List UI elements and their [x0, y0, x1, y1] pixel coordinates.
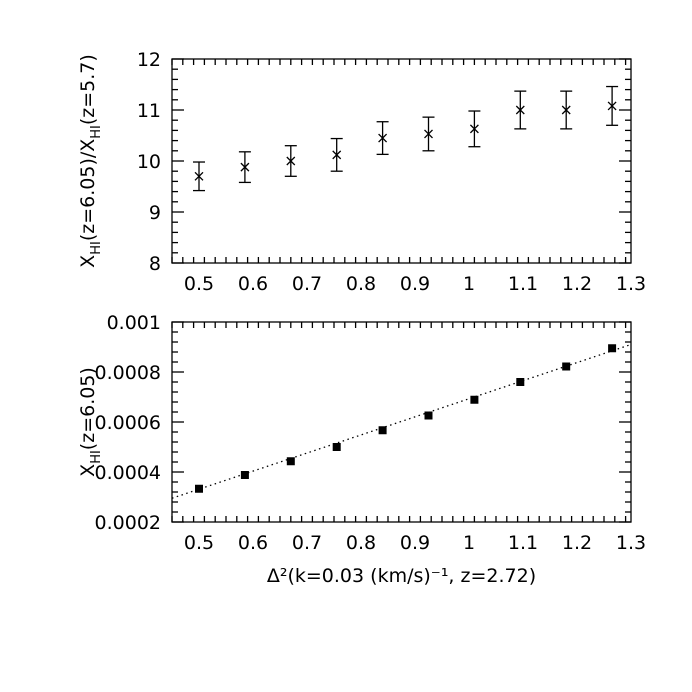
data-point [562, 362, 571, 371]
data-point [378, 133, 388, 143]
data-point [608, 344, 617, 353]
y-tick-label: 9 [149, 202, 161, 224]
x-tick-label: 1.3 [616, 273, 646, 295]
data-point [240, 162, 250, 172]
x-axis-label: Δ²(k=0.03 (km/s)⁻¹, z=2.72) [267, 565, 536, 587]
data-point [561, 105, 571, 115]
y-axis-label: XHI(z=6.05) [77, 367, 104, 477]
x-tick-label: 0.5 [184, 273, 214, 295]
data-point [424, 411, 433, 420]
data-point [516, 378, 525, 386]
data-point [378, 426, 387, 435]
data-point [286, 156, 296, 166]
bottom-panel: 0.5 0.6 0.7 0.8 0.9 1 1.1 1.2 1.3 0.0002 0.0004 0.0… [77, 312, 646, 587]
x-tick-label: 1.3 [616, 532, 646, 554]
x-tick-label: 0.9 [400, 532, 430, 554]
y-tick-label: 0.001 [107, 312, 161, 334]
x-tick-label: 1.2 [562, 273, 592, 295]
x-tick-label: 0.9 [400, 273, 430, 295]
x-tick-label: 0.7 [292, 273, 322, 295]
x-tick-label: 1 [463, 273, 475, 295]
data-point [424, 129, 433, 139]
plot-frame [171, 321, 632, 523]
data-point [469, 124, 479, 134]
y-tick-label: 12 [137, 49, 161, 71]
y-tick-label: 8 [149, 253, 161, 275]
y-tick-label: 10 [137, 151, 161, 173]
x-tick-label: 1.1 [508, 532, 538, 554]
y-tick-label: 0.0008 [95, 362, 161, 384]
x-tick-label: 0.8 [346, 273, 376, 295]
x-tick-label: 1 [463, 532, 475, 554]
data-point [607, 101, 617, 111]
top-panel: 0.5 0.6 0.7 0.8 0.9 1 1.1 1.2 1.3 8 9 10 11 12 XHI(z=6… [77, 49, 646, 295]
y-tick-label: 0.0004 [95, 462, 161, 484]
fit-line [171, 343, 632, 499]
data-point [195, 484, 203, 493]
y-axis-label: XHI(z=6.05)/XHI(z=5.7) [77, 54, 104, 268]
x-tick-label: 1.1 [508, 273, 538, 295]
data-point [240, 471, 249, 479]
x-tick-label: 0.8 [346, 532, 376, 554]
x-tick-label: 0.5 [184, 532, 214, 554]
data-point [332, 443, 341, 451]
y-tick-label: 0.0002 [95, 512, 161, 534]
data-point [515, 105, 525, 115]
data-point [194, 171, 204, 181]
x-tick-label: 0.6 [238, 532, 268, 554]
data-point [332, 150, 342, 160]
x-tick-label: 0.6 [238, 273, 268, 295]
data-point [470, 395, 479, 404]
x-tick-label: 1.2 [562, 532, 592, 554]
y-tick-label: 11 [137, 100, 161, 122]
x-tick-label: 0.7 [292, 532, 322, 554]
data-point [286, 457, 295, 466]
y-tick-label: 0.0006 [95, 412, 161, 434]
plot-frame [171, 58, 632, 264]
